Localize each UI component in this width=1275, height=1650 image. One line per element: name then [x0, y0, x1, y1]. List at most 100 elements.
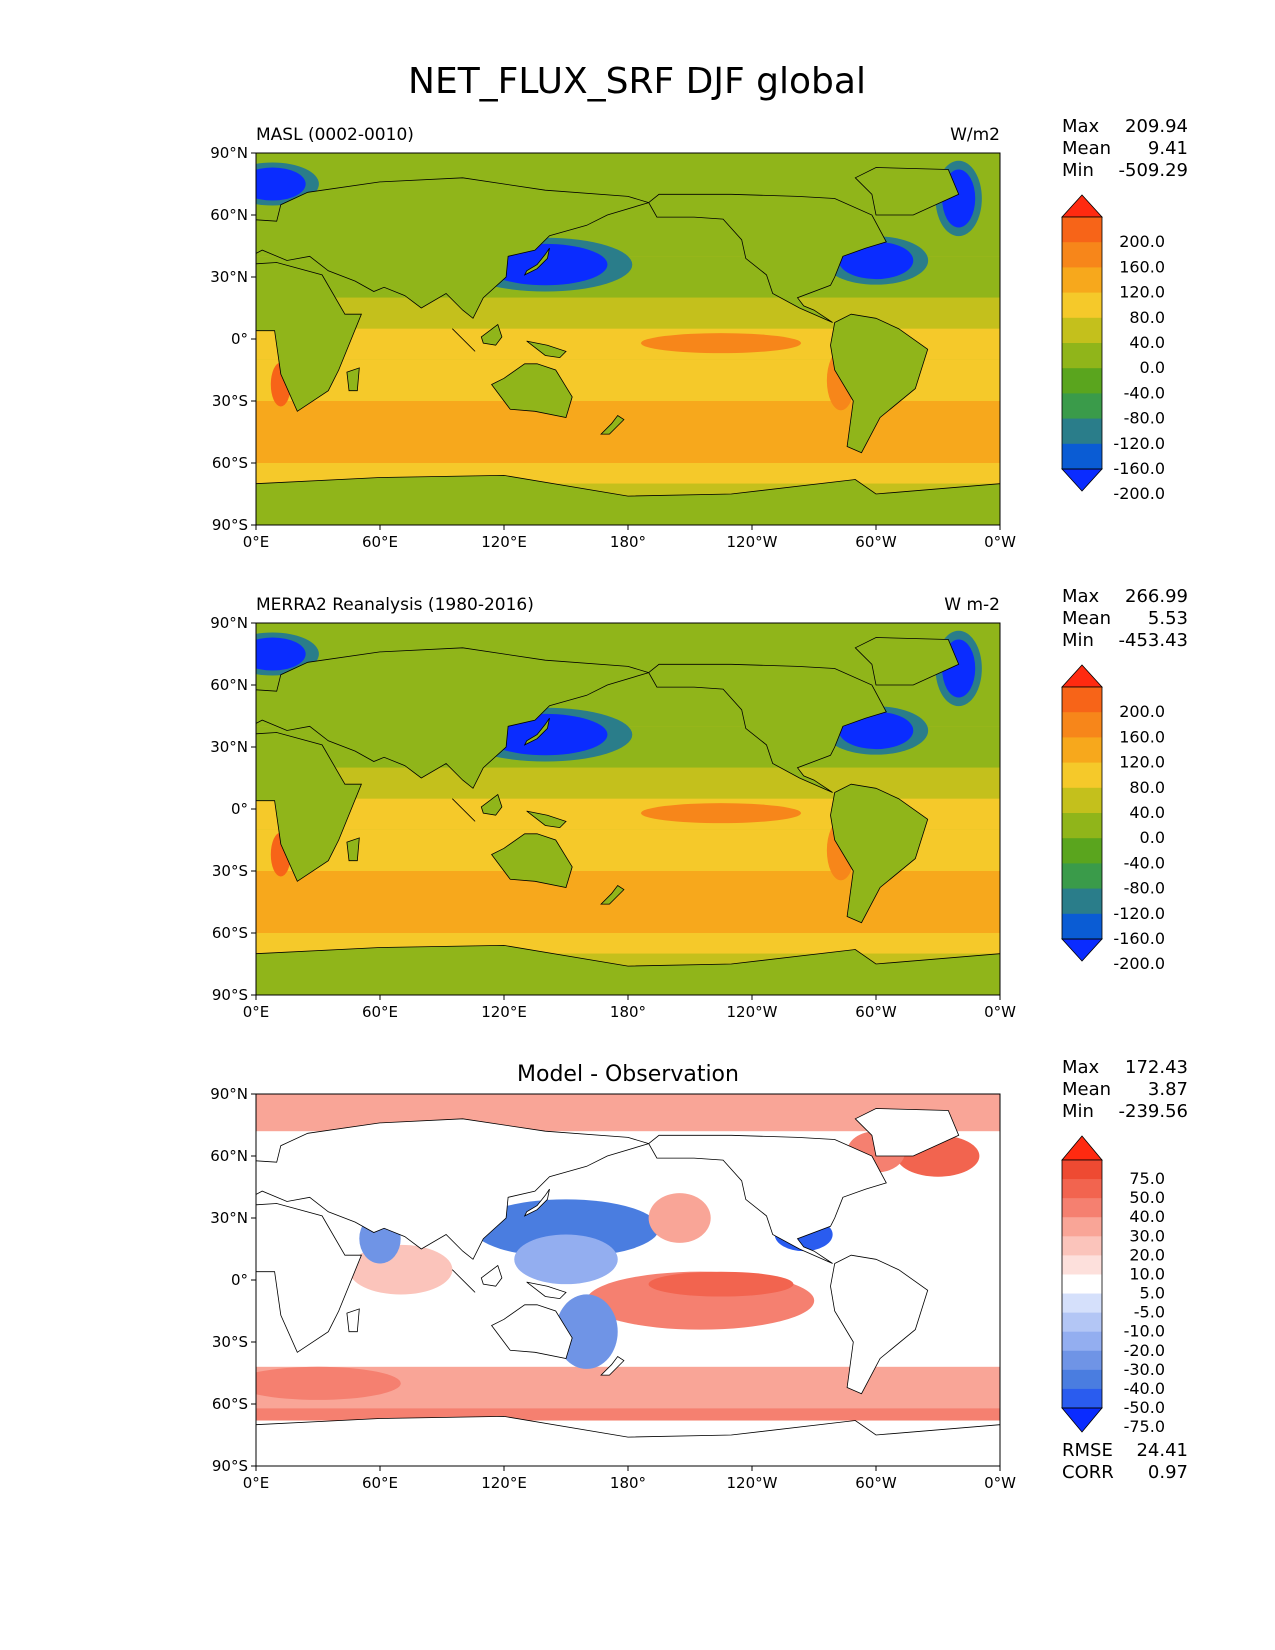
- colorbar-segment: [1062, 1179, 1102, 1199]
- rmse-label: RMSE: [1062, 1440, 1113, 1461]
- land-outline: [526, 1281, 567, 1300]
- land-outline: [830, 1254, 929, 1395]
- x-tick-label: 60°W: [855, 533, 897, 551]
- stat-min-value: -239.56: [1119, 1101, 1188, 1122]
- stat-mean-label: Mean: [1062, 608, 1111, 629]
- x-tick-label: 0°E: [243, 1474, 270, 1492]
- y-tick-label: 30°N: [210, 1209, 248, 1227]
- colorbar-segment: [1062, 1198, 1102, 1218]
- colorbar-outline: [1061, 1159, 1103, 1409]
- colorbar-cap-max: [1061, 664, 1103, 688]
- colorbar-label: -80.0: [1124, 879, 1165, 898]
- rmse-value: 24.41: [1136, 1440, 1188, 1461]
- colorbar-label: 75.0: [1129, 1169, 1165, 1188]
- x-tick-label: 60°W: [855, 1003, 897, 1021]
- x-tick-label: 0°E: [243, 1003, 270, 1021]
- colorbar-segment: [1062, 1274, 1102, 1295]
- colorbar-label: 0.0: [1140, 828, 1165, 847]
- land-outline: [256, 1415, 1000, 1466]
- corr-label: CORR: [1062, 1462, 1114, 1483]
- map-field: [256, 153, 1000, 525]
- field-anomaly: [514, 1234, 618, 1285]
- x-tick-label: 120°E: [481, 1003, 527, 1021]
- colorbar-segment: [1062, 838, 1102, 864]
- field-anomaly: [472, 1199, 660, 1258]
- colorbar-label: -5.0: [1134, 1303, 1165, 1322]
- stat-max-label: Max: [1062, 1057, 1100, 1078]
- colorbar-label: -120.0: [1113, 904, 1165, 923]
- land-outline: [256, 262, 362, 412]
- y-tick-label: 60°S: [212, 454, 248, 472]
- colorbar: 200.0 160.0 120.0 80.0 40.0 0.0 -40.0 -80.0 -120…: [1061, 194, 1165, 503]
- colorbar-cap-max: [1061, 194, 1103, 218]
- colorbar-segment: [1062, 913, 1102, 940]
- stat-max-label: Max: [1062, 586, 1100, 607]
- x-tick-label: 120°W: [727, 533, 778, 551]
- colorbar-label: -40.0: [1124, 1379, 1165, 1398]
- colorbar-segment: [1062, 787, 1102, 814]
- colorbar-label: 160.0: [1119, 727, 1165, 746]
- colorbar-cap-min: [1061, 938, 1103, 962]
- colorbar-label: 80.0: [1129, 308, 1165, 327]
- colorbar-label: -200.0: [1113, 484, 1165, 503]
- colorbar-segment: [1062, 317, 1102, 344]
- land-outline: [490, 1304, 573, 1359]
- colorbar-label: 120.0: [1119, 753, 1165, 772]
- land-outline: [523, 717, 550, 746]
- x-tick-label: 0°W: [984, 1474, 1016, 1492]
- colorbar-segment: [1062, 712, 1102, 738]
- colorbar: 75.050.040.030.020.010.05.0-5.0-10.0-20.…: [1061, 1135, 1165, 1436]
- x-tick-label: 180°: [610, 1474, 646, 1492]
- y-tick-label: 30°S: [212, 392, 248, 410]
- panel-title-center: Model - Observation: [517, 1062, 739, 1087]
- x-tick-label: 60°E: [362, 1003, 398, 1021]
- x-tick-label: 120°W: [727, 1003, 778, 1021]
- land-outline: [256, 732, 362, 882]
- colorbar-segment: [1062, 1160, 1102, 1180]
- land-outline: [480, 1264, 503, 1287]
- colorbar-label: -160.0: [1113, 459, 1165, 478]
- land-outline: [600, 884, 625, 905]
- y-tick-label: 60°S: [212, 924, 248, 942]
- land-outline: [490, 363, 573, 418]
- stat-max-value: 209.94: [1125, 116, 1188, 137]
- panel-title-left: MASL (0002-0010): [256, 125, 414, 145]
- colorbar-segment: [1062, 368, 1102, 394]
- y-tick-label: 30°S: [212, 1333, 248, 1351]
- panel-units: W m-2: [944, 595, 1000, 615]
- colorbar-segment: [1062, 1293, 1102, 1314]
- colorbar-label: 50.0: [1129, 1188, 1165, 1207]
- field-anomaly: [256, 1366, 401, 1400]
- colorbar-label: -80.0: [1124, 409, 1165, 428]
- colorbar-label: 20.0: [1129, 1245, 1165, 1264]
- colorbar-segment: [1062, 267, 1102, 294]
- stat-max-value: 266.99: [1125, 586, 1188, 607]
- land-outline: [452, 328, 476, 352]
- colorbar-segment: [1062, 1388, 1102, 1409]
- field-anomaly: [648, 1271, 794, 1297]
- land-outline: [600, 414, 625, 435]
- colorbar-label: -10.0: [1124, 1322, 1165, 1341]
- colorbar-segment: [1062, 292, 1102, 319]
- land-outline: [480, 793, 503, 816]
- field-core: [256, 167, 306, 201]
- colorbar-segment: [1062, 1255, 1102, 1275]
- y-tick-label: 90°S: [212, 1457, 248, 1475]
- field-maximum: [641, 803, 801, 824]
- land-outline: [256, 647, 651, 789]
- colorbar-segment: [1062, 863, 1102, 890]
- land-outline: [452, 1269, 476, 1293]
- y-tick-label: 60°N: [210, 676, 248, 694]
- colorbar-label: -40.0: [1124, 383, 1165, 402]
- stat-mean-value: 5.53: [1148, 608, 1188, 629]
- land-outline: [346, 1308, 360, 1333]
- figure-title: NET_FLUX_SRF DJF global: [408, 61, 866, 102]
- panel-2: MERRA2 Reanalysis (1980-2016) W m-2 0°E 60°…: [210, 586, 1188, 1021]
- colorbar-segment: [1062, 1217, 1102, 1237]
- stat-min-label: Min: [1062, 160, 1094, 181]
- colorbar-segment: [1062, 888, 1102, 915]
- colorbar-segment: [1062, 687, 1102, 713]
- colorbar-label: 200.0: [1119, 702, 1165, 721]
- panel-title-left: MERRA2 Reanalysis (1980-2016): [256, 595, 534, 615]
- x-tick-label: 0°W: [984, 1003, 1016, 1021]
